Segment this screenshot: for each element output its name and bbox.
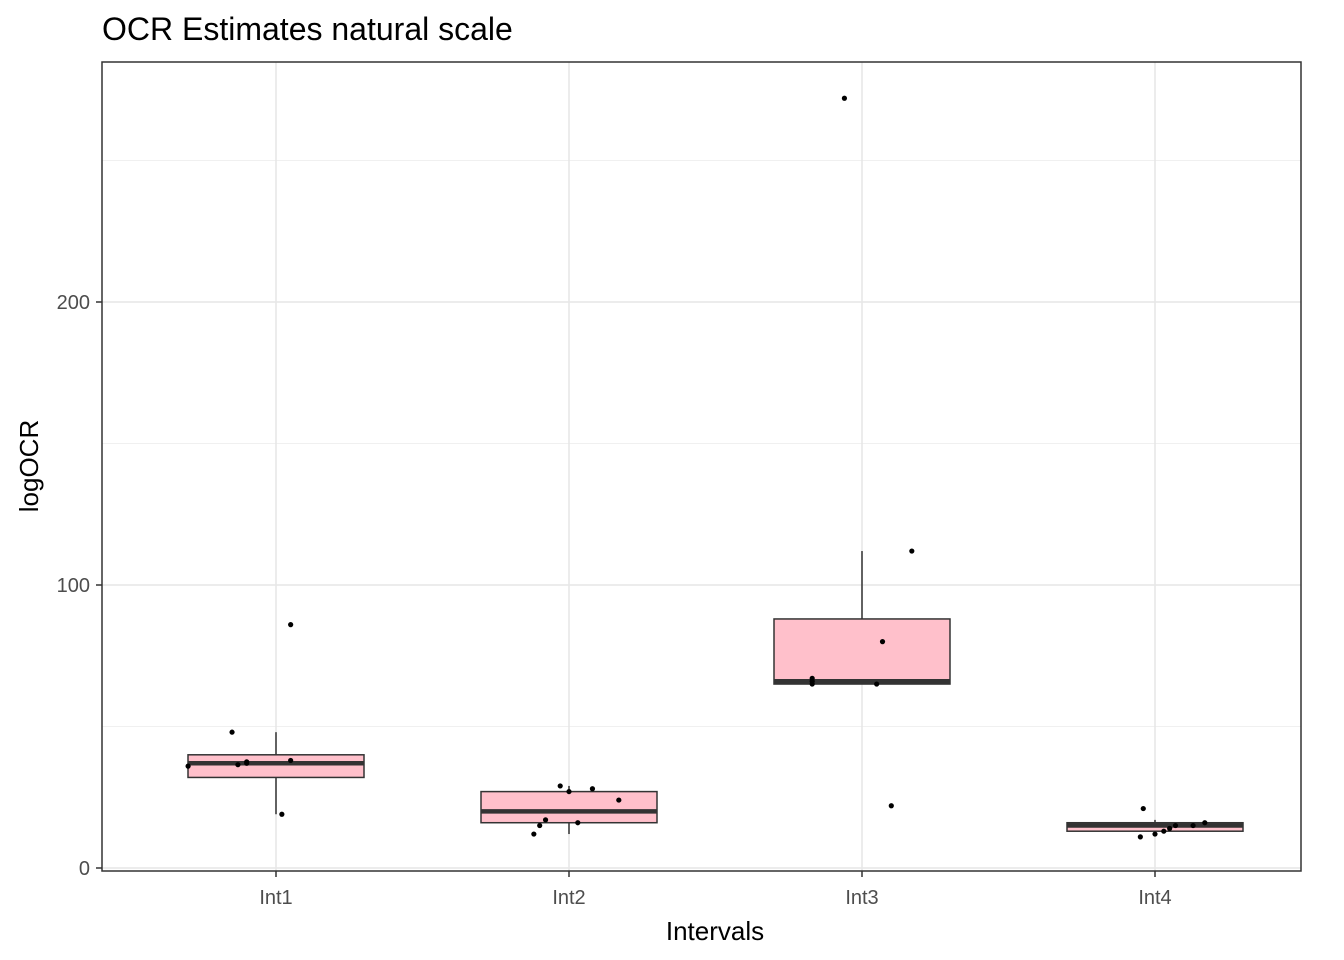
box-body <box>773 618 951 685</box>
point-Int1-0 <box>185 763 191 769</box>
point-Int1-6 <box>279 811 285 817</box>
y-axis-title: logOCR <box>14 420 44 512</box>
point-Int2-3 <box>557 783 563 789</box>
box-body <box>480 790 658 824</box>
point-Int3-6 <box>909 548 915 554</box>
point-Int4-5 <box>1172 822 1179 829</box>
point-Int4-4 <box>1167 825 1173 831</box>
x-tick-label-0: Int1 <box>259 887 292 909</box>
x-tick-label-2: Int3 <box>845 887 878 909</box>
x-tick-label-3: Int4 <box>1138 887 1171 909</box>
point-Int2-5 <box>575 820 581 826</box>
point-Int1-7 <box>244 759 250 765</box>
point-Int4-7 <box>1202 820 1208 826</box>
box-body <box>187 754 365 779</box>
y-axis: 0 100 200 <box>57 292 102 880</box>
point-Int3-2 <box>841 95 848 101</box>
point-Int2-6 <box>589 786 596 792</box>
plot-panel <box>102 62 1301 871</box>
point-Int4-2 <box>1152 831 1158 837</box>
point-Int1-3 <box>235 762 241 768</box>
chart-title: OCR Estimates natural scale <box>102 11 513 47</box>
point-Int4-3 <box>1161 828 1167 834</box>
point-Int2-1 <box>537 822 543 829</box>
point-Int1-4 <box>288 757 294 764</box>
y-tick-label-0: 0 <box>79 858 90 880</box>
point-Int3-3 <box>874 681 880 687</box>
plot-border <box>101 61 1302 872</box>
y-tick-label-2: 200 <box>57 292 90 314</box>
point-Int2-2 <box>542 817 549 823</box>
point-Int4-1 <box>1140 805 1146 812</box>
point-Int4-0 <box>1137 834 1143 840</box>
point-Int2-4 <box>566 788 572 795</box>
point-Int1-5 <box>288 622 294 628</box>
y-tick-label-1: 100 <box>57 575 90 597</box>
x-axis: Int1 Int2 Int3 Int4 <box>259 871 1172 909</box>
point-Int4-6 <box>1190 822 1196 829</box>
point-Int3-7 <box>809 678 815 684</box>
point-Int1-2 <box>229 729 235 735</box>
box-Int3 <box>773 551 951 685</box>
point-Int2-7 <box>616 797 622 803</box>
point-Int3-5 <box>888 803 894 809</box>
grid-lines <box>102 62 1301 871</box>
x-tick-label-1: Int2 <box>552 887 585 909</box>
box-Int4 <box>1066 819 1244 835</box>
x-axis-title: Intervals <box>666 916 764 946</box>
point-Int2-0 <box>531 831 537 837</box>
points-layer <box>185 95 1208 840</box>
boxes-layer <box>187 551 1244 835</box>
point-Int3-4 <box>879 639 886 645</box>
